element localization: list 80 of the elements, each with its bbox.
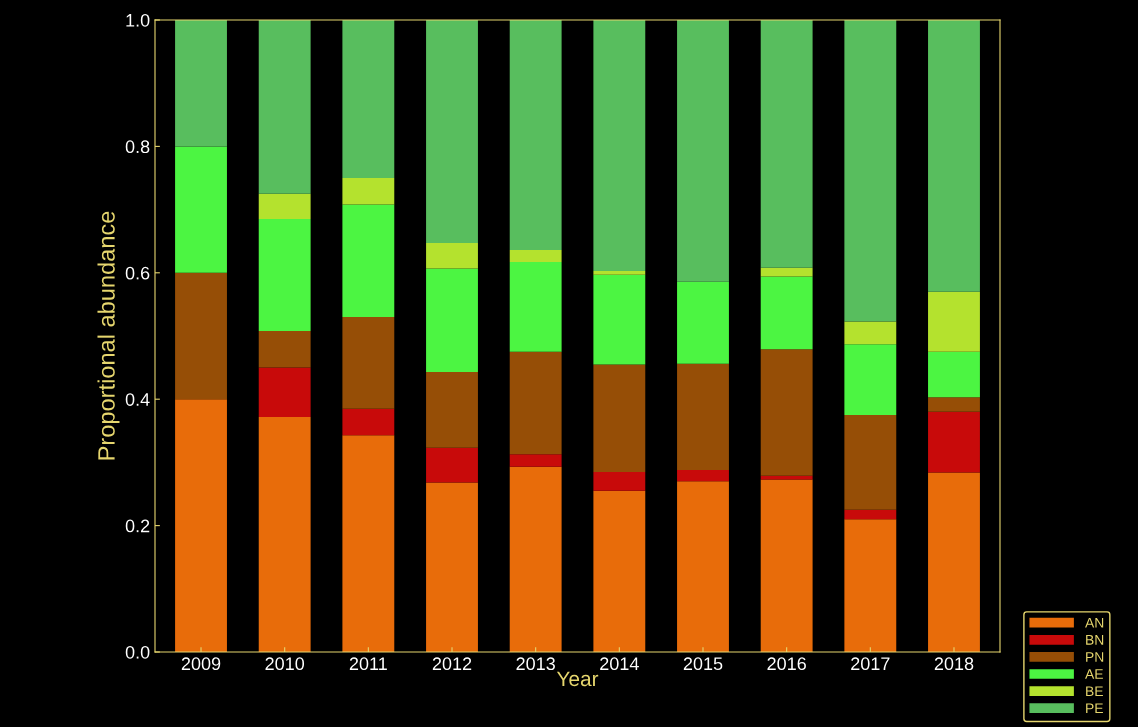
bar (928, 397, 980, 412)
x-tick-label: 2011 (349, 657, 387, 671)
bar (928, 20, 980, 292)
bar (509, 20, 562, 251)
bar (175, 146, 227, 273)
bar (258, 367, 311, 417)
bar (342, 408, 395, 436)
bar (844, 321, 897, 345)
y-tick-label: 0.6 (125, 266, 150, 280)
bar (509, 250, 562, 263)
legend-label: PN (1086, 652, 1104, 662)
x-tick-label: 2017 (851, 657, 890, 671)
bar (426, 268, 478, 373)
bar (844, 20, 897, 322)
bar (677, 363, 729, 470)
bar (509, 351, 562, 455)
bar (426, 447, 478, 483)
legend-label: AE (1085, 669, 1103, 679)
bar (677, 469, 729, 482)
x-tick-label: 2013 (516, 657, 555, 671)
bar (258, 219, 311, 331)
y-tick-label: 0.8 (125, 140, 150, 154)
bar (175, 20, 227, 147)
bar (426, 482, 478, 652)
x-tick-label: 2010 (265, 657, 305, 671)
bar (760, 20, 813, 268)
bar (509, 454, 562, 467)
bar (928, 472, 980, 652)
bar (426, 243, 478, 269)
bar (593, 20, 646, 271)
bar (593, 364, 646, 472)
x-tick-label: 2014 (600, 657, 639, 671)
bar (258, 20, 311, 194)
legend-label: AN (1085, 617, 1104, 628)
y-tick-label: 1.0 (126, 13, 150, 27)
x-tick-label: 2015 (683, 657, 723, 671)
x-tick-label: 2018 (934, 657, 974, 671)
bar (509, 466, 562, 652)
x-tick-label: 2016 (767, 657, 806, 671)
x-axis-title: Year (556, 671, 599, 687)
bar (760, 267, 813, 277)
bar (593, 274, 646, 365)
bar (175, 272, 227, 400)
bar (677, 281, 729, 364)
bar (342, 435, 395, 652)
bar (175, 399, 227, 652)
bar (677, 20, 729, 282)
bar (593, 471, 646, 491)
legend-label: PE (1086, 703, 1103, 714)
bar (844, 519, 897, 652)
x-tick-label: 2012 (432, 657, 472, 671)
y-tick-label: 0.0 (125, 645, 150, 659)
bar (844, 344, 897, 415)
legend-label: BE (1086, 686, 1103, 696)
bar (509, 262, 562, 352)
bar (593, 270, 646, 275)
bar (928, 351, 980, 398)
bar (928, 291, 980, 352)
bar (258, 193, 311, 220)
bar (760, 349, 813, 476)
y-tick-label: 0.2 (125, 519, 150, 533)
bar (593, 490, 646, 652)
bar (677, 481, 729, 652)
y-tick-label: 0.4 (125, 393, 150, 406)
bar (844, 415, 897, 510)
legend-label: BN (1086, 635, 1104, 645)
bar (258, 330, 311, 368)
bar (760, 276, 813, 350)
bar (928, 411, 980, 473)
y-axis-title: Proportional abundance (97, 211, 120, 460)
bar (426, 372, 478, 448)
bar (342, 20, 395, 178)
bar (342, 317, 395, 409)
bar (258, 416, 311, 652)
bar (426, 20, 478, 244)
bar (844, 509, 897, 520)
bar (342, 204, 395, 318)
bar (760, 479, 813, 652)
x-tick-label: 2009 (181, 657, 221, 671)
bar (342, 178, 395, 205)
